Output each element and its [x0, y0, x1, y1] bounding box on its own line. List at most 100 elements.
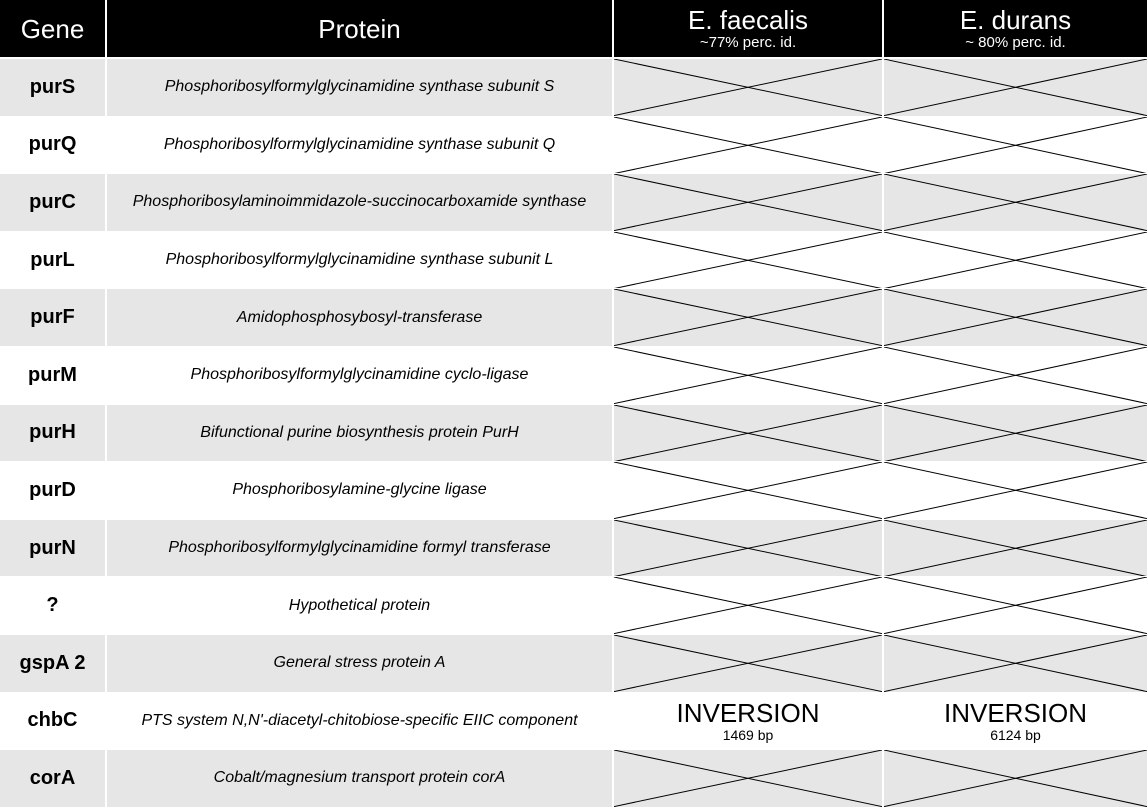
- header-protein: Protein: [107, 0, 612, 57]
- cross-lines: [614, 289, 882, 346]
- cross-line: [884, 750, 1147, 807]
- synteny-cross-cell: [884, 347, 1147, 404]
- synteny-cross-cell: [884, 174, 1147, 231]
- table-row: purS Phosphoribosylformylglycinamidine sy…: [0, 59, 1147, 116]
- table-row: purM Phosphoribosylformylglycinamidine cy…: [0, 347, 1147, 404]
- table-row: purL Phosphoribosylformylglycinamidine sy…: [0, 232, 1147, 289]
- protein-cell: Phosphoribosylamine-glycine ligase: [232, 481, 487, 499]
- synteny-cross-cell: [884, 462, 1147, 519]
- synteny-cross-cell: [614, 635, 882, 692]
- table-row: ? Hypothetical protein: [0, 577, 1147, 634]
- table-row: purF Amidophosphosybosyl-transferase: [0, 289, 1147, 346]
- cross-lines: [614, 520, 882, 577]
- cross-line: [614, 174, 882, 231]
- cross-lines: [884, 405, 1147, 462]
- synteny-cross-cell: [884, 59, 1147, 116]
- cross-lines: [884, 174, 1147, 231]
- cross-lines: [614, 59, 882, 116]
- cross-lines: [884, 59, 1147, 116]
- cross-lines: [884, 289, 1147, 346]
- cross-lines: [614, 174, 882, 231]
- cross-lines: [884, 462, 1147, 519]
- cross-lines: [884, 117, 1147, 174]
- header-gene-label: Gene: [20, 13, 85, 44]
- protein-cell: PTS system N,N'-diacetyl-chitobiose-spec…: [141, 711, 578, 729]
- cross-line: [884, 462, 1147, 519]
- cross-line: [614, 750, 882, 807]
- species-name: E. durans: [959, 4, 1072, 35]
- gene-cell: purQ: [28, 133, 77, 156]
- cross-line: [884, 635, 1147, 692]
- cross-lines: [614, 232, 882, 289]
- inversion-label: INVERSION: [676, 697, 820, 728]
- header-species-efaecalis: E. faecalis ~77% perc. id.: [614, 0, 882, 57]
- species-name: E. faecalis: [688, 4, 808, 35]
- gene-cell: purL: [30, 248, 75, 271]
- gene-cell: gspA 2: [0, 635, 105, 692]
- synteny-cross-cell: [884, 404, 1147, 462]
- header-protein-label: Protein: [318, 13, 401, 44]
- gene-cell: purD: [29, 478, 76, 501]
- cross-lines: [614, 750, 882, 807]
- gene-cell: purN: [0, 519, 105, 577]
- cross-line: [884, 577, 1147, 634]
- cross-lines: [884, 750, 1147, 807]
- cross-lines: [614, 347, 882, 404]
- table-row: purD Phosphoribosylamine-glycine ligase: [0, 462, 1147, 519]
- synteny-cross-cell: [614, 232, 882, 289]
- header-gene: Gene: [0, 0, 105, 57]
- table-row: purH Bifunctional purine biosynthesis pro…: [0, 404, 1147, 462]
- cross-lines: [884, 577, 1147, 634]
- synteny-cross-cell: [884, 232, 1147, 289]
- header-species-edurans: E. durans ~ 80% perc. id.: [884, 0, 1147, 57]
- protein-cell: Hypothetical protein: [288, 596, 431, 614]
- synteny-cross-cell: [614, 59, 882, 116]
- protein-cell: General stress protein A: [107, 635, 612, 692]
- synteny-cross-cell: [614, 174, 882, 231]
- cross-lines: [884, 232, 1147, 289]
- cross-line: [884, 405, 1147, 462]
- inversion-size: 1469 bp: [722, 726, 774, 743]
- gene-cell: purF: [0, 289, 105, 346]
- cross-lines: [614, 117, 882, 174]
- synteny-cross-cell: [614, 519, 882, 577]
- cross-line: [614, 635, 882, 692]
- gene-cell: ?: [46, 594, 59, 617]
- protein-cell: Phosphoribosylformylglycinamidine syntha…: [163, 135, 556, 153]
- inversion-label: INVERSION: [943, 697, 1088, 728]
- gene-cell: chbC: [27, 709, 78, 732]
- cross-line: [884, 289, 1147, 346]
- protein-cell: Phosphoribosylaminoimmidazole-succinocar…: [107, 174, 612, 231]
- cross-line: [614, 405, 882, 462]
- protein-cell: Phosphoribosylformylglycinamidine syntha…: [107, 59, 612, 116]
- synteny-cross-cell: [884, 750, 1147, 807]
- cross-line: [614, 59, 882, 116]
- cross-line: [614, 117, 882, 174]
- gene-cell: purH: [0, 404, 105, 462]
- synteny-cross-cell: [614, 750, 882, 807]
- table-row: purC Phosphoribosylaminoimmidazole-succin…: [0, 174, 1147, 231]
- gene-cell: purM: [28, 363, 77, 386]
- synteny-cross-cell: [614, 347, 882, 404]
- gene-cell: corA: [0, 750, 105, 807]
- cross-lines: [884, 520, 1147, 577]
- synteny-cross-cell: [614, 404, 882, 462]
- cross-line: [884, 59, 1147, 116]
- table-row: corA Cobalt/magnesium transport protein c…: [0, 750, 1147, 807]
- cross-line: [884, 232, 1147, 289]
- gene-cell: purC: [0, 174, 105, 231]
- species-identity: ~77% perc. id.: [699, 33, 797, 51]
- protein-cell: Phosphoribosylformylglycinamidine formyl…: [107, 519, 612, 577]
- cross-line: [884, 174, 1147, 231]
- table-row: gspA 2 General stress protein A: [0, 635, 1147, 692]
- cross-lines: [614, 462, 882, 519]
- species-identity: ~ 80% perc. id.: [965, 33, 1066, 51]
- protein-cell: Amidophosphosybosyl-transferase: [107, 289, 612, 346]
- cross-lines: [884, 635, 1147, 692]
- cross-line: [614, 289, 882, 346]
- cross-lines: [884, 347, 1147, 404]
- protein-cell: Phosphoribosylformylglycinamidine syntha…: [165, 251, 554, 269]
- synteny-cross-cell: [614, 117, 882, 174]
- cross-line: [884, 117, 1147, 174]
